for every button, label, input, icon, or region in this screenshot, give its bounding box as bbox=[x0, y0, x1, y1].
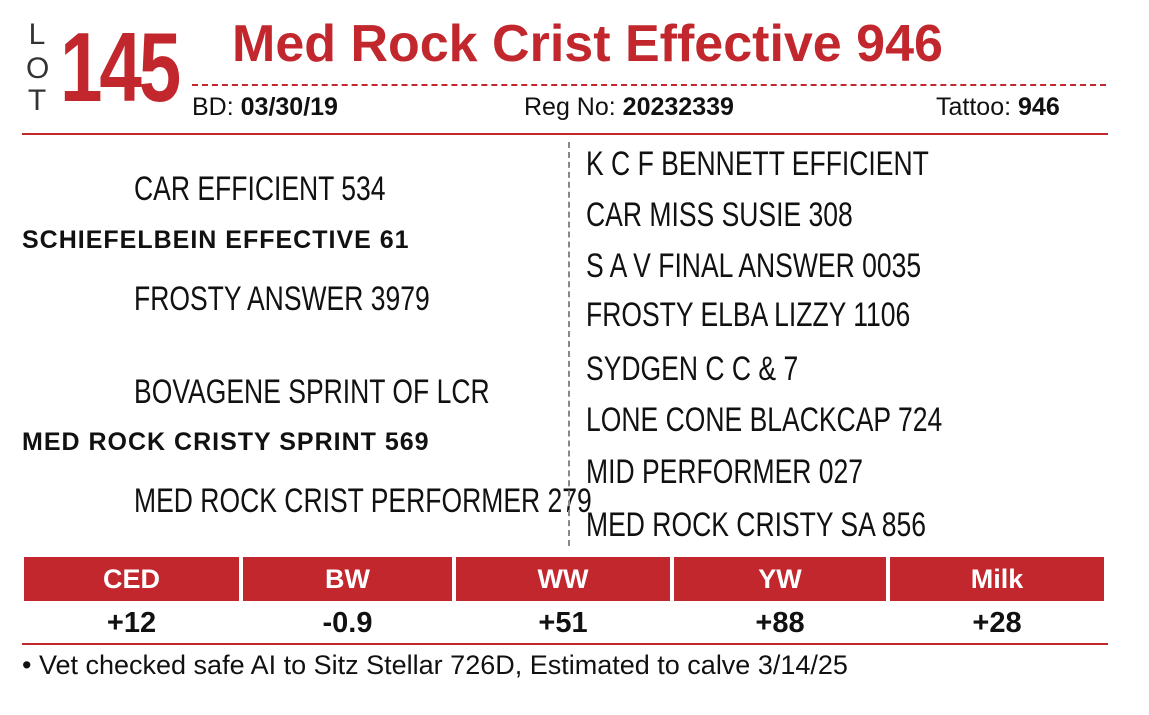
great-grandparent-7: MID PERFORMER 027 bbox=[586, 453, 864, 491]
sire-dam: FROSTY ANSWER 3979 bbox=[134, 280, 430, 318]
registration-number: Reg No: 20232339 bbox=[524, 95, 734, 120]
great-grandparent-5: SYDGEN C C & 7 bbox=[586, 350, 799, 388]
reg-value: 20232339 bbox=[622, 93, 734, 121]
great-grandparent-4: FROSTY ELBA LIZZY 1106 bbox=[586, 296, 911, 334]
great-grandparent-6: LONE CONE BLACKCAP 724 bbox=[586, 401, 943, 439]
lot-letter-t: T bbox=[27, 84, 47, 117]
header-rule bbox=[22, 133, 1108, 135]
pedigree-divider bbox=[568, 142, 570, 546]
great-grandparent-2: CAR MISS SUSIE 308 bbox=[586, 196, 853, 234]
dam-sire: BOVAGENE SPRINT OF LCR bbox=[134, 373, 490, 411]
epd-header-yw: YW bbox=[674, 557, 886, 601]
lot-letter-o: O bbox=[26, 52, 50, 85]
sire-sire: CAR EFFICIENT 534 bbox=[134, 170, 386, 208]
tattoo-label: Tattoo: bbox=[936, 93, 1012, 121]
epd-header-milk: Milk bbox=[890, 557, 1104, 601]
lot-letter-l: L bbox=[28, 18, 46, 51]
great-grandparent-1: K C F BENNETT EFFICIENT bbox=[586, 145, 929, 183]
epd-value-bw: -0.9 bbox=[322, 606, 373, 639]
epd-value-ced: +12 bbox=[106, 606, 157, 639]
epd-rule bbox=[22, 643, 1108, 645]
bd-value: 03/30/19 bbox=[240, 93, 338, 121]
animal-name: Med Rock Crist Effective 946 bbox=[232, 15, 943, 73]
tattoo-value: 946 bbox=[1018, 93, 1060, 121]
breeding-note: • Vet checked safe AI to Sitz Stellar 72… bbox=[22, 650, 848, 680]
birth-date: BD: 03/30/19 bbox=[192, 95, 338, 120]
dam: MED ROCK CRISTY SPRINT 569 bbox=[22, 428, 430, 456]
epd-value-ww: +51 bbox=[538, 606, 588, 639]
reg-label: Reg No: bbox=[524, 93, 616, 121]
epd-value-yw: +88 bbox=[755, 606, 805, 639]
epd-header-ww: WW bbox=[456, 557, 670, 601]
title-divider bbox=[192, 84, 1106, 86]
sire: SCHIEFELBEIN EFFECTIVE 61 bbox=[22, 226, 410, 254]
lot-number: 145 bbox=[60, 12, 181, 122]
epd-value-milk: +28 bbox=[972, 606, 1022, 639]
dam-dam: MED ROCK CRIST PERFORMER 279 bbox=[134, 482, 592, 520]
epd-header-ced: CED bbox=[24, 557, 239, 601]
bd-label: BD: bbox=[192, 93, 234, 121]
epd-header-bw: BW bbox=[243, 557, 452, 601]
great-grandparent-8: MED ROCK CRISTY SA 856 bbox=[586, 506, 926, 544]
tattoo: Tattoo: 946 bbox=[936, 95, 1060, 120]
great-grandparent-3: S A V FINAL ANSWER 0035 bbox=[586, 247, 922, 285]
